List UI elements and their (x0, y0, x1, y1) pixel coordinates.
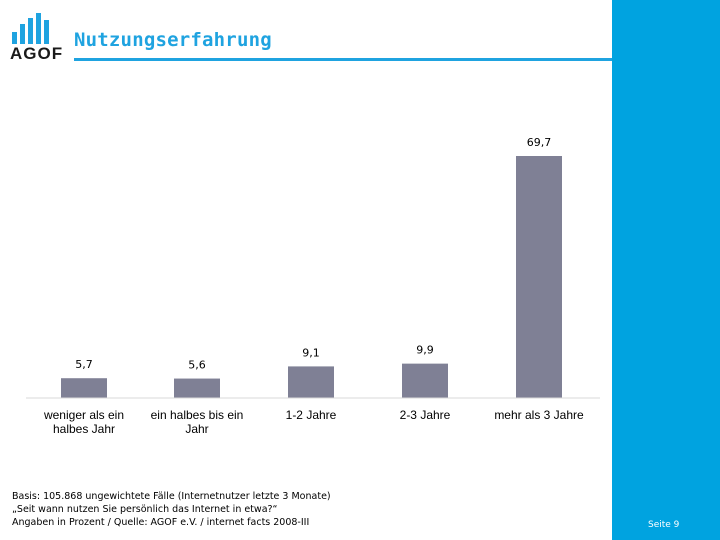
value-label-4: 9,9 (416, 344, 434, 357)
right-side-band (612, 0, 720, 540)
footnote-question: „Seit wann nutzen Sie persönlich das Int… (12, 504, 278, 515)
bar-4 (402, 363, 448, 398)
bar-1 (61, 378, 107, 398)
page-number: Seite 9 (648, 520, 680, 530)
title-divider (74, 58, 612, 61)
category-label-3-line-1: 1-2 Jahre (286, 408, 337, 422)
agof-logo-icon (12, 13, 49, 44)
value-label-3: 9,1 (302, 346, 320, 359)
bar-2 (174, 378, 220, 398)
footnote: Basis: 105.868 ungewichtete Fälle (Inter… (12, 490, 331, 529)
value-label-5: 69,7 (527, 136, 552, 149)
bar-3 (288, 366, 334, 398)
footnote-source: Angaben in Prozent / Quelle: AGOF e.V. /… (12, 517, 310, 528)
logo-text: AGOF (10, 44, 64, 63)
page-title: Nutzungserfahrung (74, 29, 272, 51)
category-label-2-line-2: Jahr (185, 422, 208, 436)
bar-5 (516, 156, 562, 398)
category-label-5-line-1: mehr als 3 Jahre (494, 408, 584, 422)
category-label-1-line-2: halbes Jahr (53, 422, 115, 436)
value-label-2: 5,6 (188, 359, 206, 372)
footnote-basis: Basis: 105.868 ungewichtete Fälle (Inter… (12, 491, 331, 502)
category-label-1-line-1: weniger als ein (43, 408, 124, 422)
value-label-1: 5,7 (75, 358, 93, 371)
category-label-2-line-1: ein halbes bis ein (151, 408, 244, 422)
category-label-4-line-1: 2-3 Jahre (400, 408, 451, 422)
